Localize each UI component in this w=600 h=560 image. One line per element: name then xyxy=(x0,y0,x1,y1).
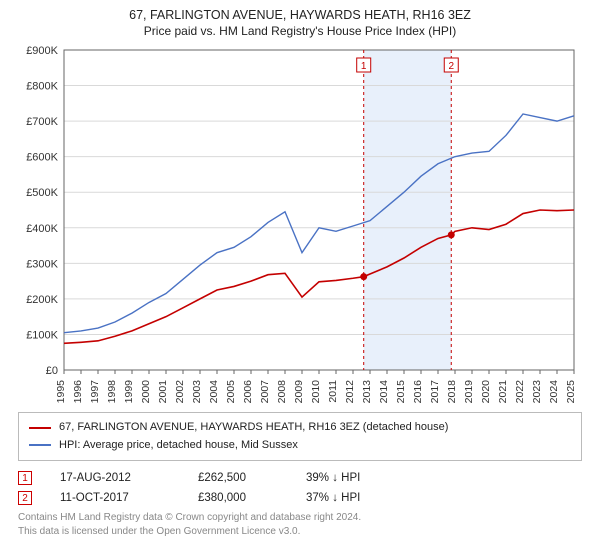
sale-date: 11-OCT-2017 xyxy=(60,492,170,504)
sale-delta: 39% ↓ HPI xyxy=(306,472,406,484)
svg-text:2006: 2006 xyxy=(242,380,254,404)
sale-date: 17-AUG-2012 xyxy=(60,472,170,484)
svg-text:2023: 2023 xyxy=(531,380,543,404)
svg-text:2022: 2022 xyxy=(514,380,526,404)
price-chart: £0 £100K £200K £300K £400K £500K £600K £700K £80… xyxy=(18,44,582,404)
sale-price: £380,000 xyxy=(198,492,278,504)
sale-marker-2: 2 xyxy=(18,491,32,505)
svg-text:2000: 2000 xyxy=(140,380,152,404)
svg-text:2011: 2011 xyxy=(327,380,339,403)
svg-text:£100K: £100K xyxy=(26,329,58,341)
footer: Contains HM Land Registry data © Crown c… xyxy=(18,511,582,538)
legend: 67, FARLINGTON AVENUE, HAYWARDS HEATH, R… xyxy=(18,412,582,461)
svg-text:2019: 2019 xyxy=(463,380,475,404)
svg-text:£400K: £400K xyxy=(26,223,58,235)
sales-row: 2 11-OCT-2017 £380,000 37% ↓ HPI xyxy=(18,491,582,505)
svg-text:2015: 2015 xyxy=(395,380,407,404)
svg-text:2013: 2013 xyxy=(361,380,373,404)
svg-text:1997: 1997 xyxy=(89,380,101,404)
sales-row: 1 17-AUG-2012 £262,500 39% ↓ HPI xyxy=(18,471,582,485)
svg-text:2007: 2007 xyxy=(259,380,271,404)
svg-text:2004: 2004 xyxy=(208,380,220,404)
page-subtitle: Price paid vs. HM Land Registry's House … xyxy=(18,24,582,38)
svg-text:1999: 1999 xyxy=(123,380,135,404)
sale-price: £262,500 xyxy=(198,472,278,484)
svg-text:1: 1 xyxy=(361,61,367,72)
svg-text:1995: 1995 xyxy=(55,380,67,404)
svg-text:2009: 2009 xyxy=(293,380,305,404)
svg-text:2012: 2012 xyxy=(344,380,356,404)
svg-text:2021: 2021 xyxy=(497,380,509,404)
svg-text:£700K: £700K xyxy=(26,116,58,128)
sale-marker-1: 1 xyxy=(18,471,32,485)
svg-text:2008: 2008 xyxy=(276,380,288,404)
svg-text:£0: £0 xyxy=(46,365,58,377)
svg-text:2001: 2001 xyxy=(157,380,169,404)
svg-text:2017: 2017 xyxy=(429,380,441,404)
svg-text:2014: 2014 xyxy=(378,380,390,404)
svg-text:2005: 2005 xyxy=(225,380,237,404)
sales-table: 1 17-AUG-2012 £262,500 39% ↓ HPI 2 11-OC… xyxy=(18,471,582,505)
legend-row: 67, FARLINGTON AVENUE, HAYWARDS HEATH, R… xyxy=(29,419,571,437)
svg-text:2: 2 xyxy=(448,61,454,72)
legend-swatch-hpi xyxy=(29,444,51,446)
svg-text:2020: 2020 xyxy=(480,380,492,404)
footer-line: Contains HM Land Registry data © Crown c… xyxy=(18,511,582,525)
svg-text:2025: 2025 xyxy=(565,380,577,404)
svg-text:2002: 2002 xyxy=(174,380,186,404)
svg-text:1996: 1996 xyxy=(72,380,84,404)
legend-label: HPI: Average price, detached house, Mid … xyxy=(59,437,298,455)
svg-text:1998: 1998 xyxy=(106,380,118,404)
svg-text:2024: 2024 xyxy=(548,380,560,404)
page-title: 67, FARLINGTON AVENUE, HAYWARDS HEATH, R… xyxy=(18,8,582,22)
svg-text:£500K: £500K xyxy=(26,187,58,199)
footer-line: This data is licensed under the Open Gov… xyxy=(18,525,582,539)
legend-swatch-property xyxy=(29,427,51,429)
svg-text:£200K: £200K xyxy=(26,294,58,306)
legend-label: 67, FARLINGTON AVENUE, HAYWARDS HEATH, R… xyxy=(59,419,448,437)
svg-text:£300K: £300K xyxy=(26,258,58,270)
svg-text:2018: 2018 xyxy=(446,380,458,404)
legend-row: HPI: Average price, detached house, Mid … xyxy=(29,437,571,455)
svg-text:2003: 2003 xyxy=(191,380,203,404)
svg-text:2010: 2010 xyxy=(310,380,322,404)
svg-text:£800K: £800K xyxy=(26,81,58,93)
svg-text:£900K: £900K xyxy=(26,45,58,57)
sale-delta: 37% ↓ HPI xyxy=(306,492,406,504)
svg-text:2016: 2016 xyxy=(412,380,424,404)
svg-text:£600K: £600K xyxy=(26,152,58,164)
